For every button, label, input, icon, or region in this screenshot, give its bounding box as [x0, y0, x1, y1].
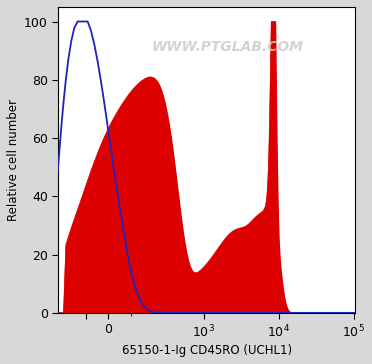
Text: WWW.PTGLAB.COM: WWW.PTGLAB.COM	[152, 40, 304, 54]
Y-axis label: Relative cell number: Relative cell number	[7, 99, 20, 221]
X-axis label: 65150-1-Ig CD45RO (UCHL1): 65150-1-Ig CD45RO (UCHL1)	[122, 344, 292, 357]
